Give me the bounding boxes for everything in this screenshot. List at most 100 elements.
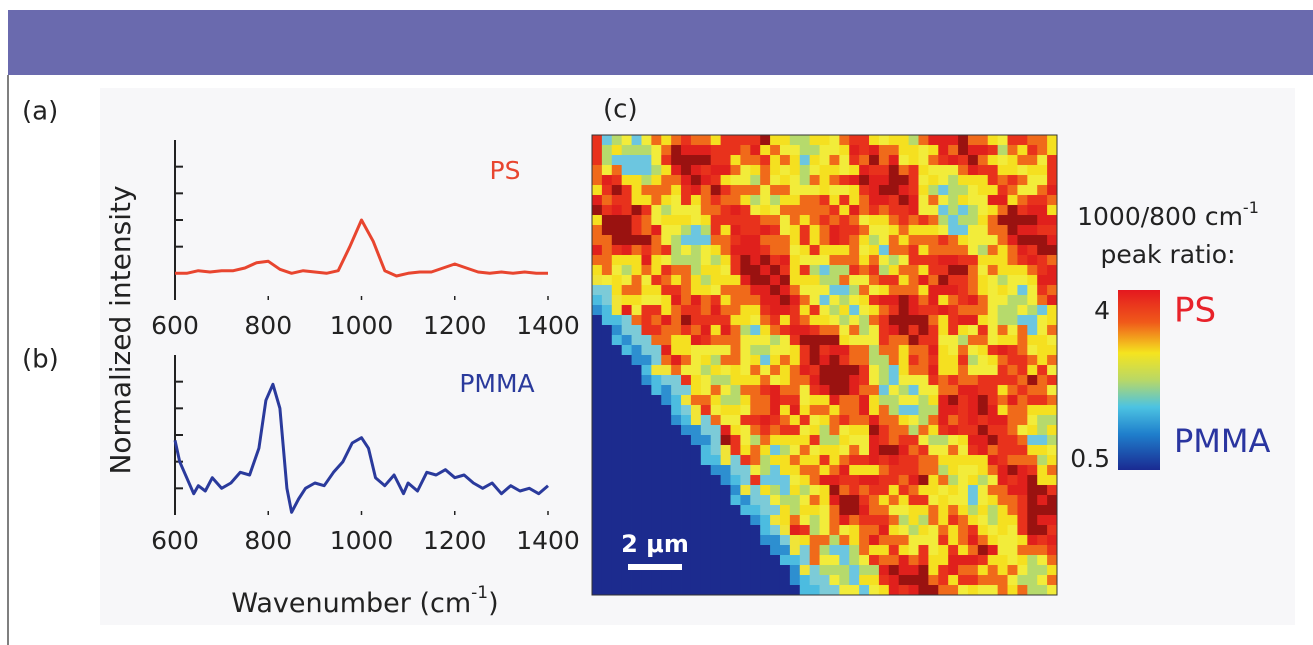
map-cell	[987, 375, 999, 386]
map-cell	[809, 515, 820, 526]
map-cell	[631, 175, 642, 186]
map-cell	[592, 315, 603, 326]
map-cell	[720, 265, 731, 276]
map-cell	[888, 535, 900, 546]
map-cell	[839, 175, 850, 186]
map-cell	[1017, 245, 1028, 256]
map-cell	[700, 415, 712, 426]
map-cell	[730, 395, 741, 406]
map-cell	[948, 385, 959, 396]
map-cell	[997, 305, 1008, 316]
map-cell	[938, 455, 949, 466]
map-cell	[908, 185, 919, 196]
map-cell	[908, 305, 919, 316]
map-cell	[1047, 395, 1058, 406]
map-cell	[1007, 385, 1018, 396]
map-cell	[948, 155, 959, 166]
map-cell	[700, 575, 712, 586]
map-cell	[730, 505, 741, 516]
map-cell	[681, 415, 692, 426]
map-cell	[997, 515, 1008, 526]
map-cell	[651, 165, 662, 176]
map-cell	[750, 495, 761, 506]
map-cell	[829, 335, 840, 346]
map-cell	[1007, 255, 1018, 266]
x-tick-label: 1000	[330, 311, 394, 340]
map-cell	[651, 485, 662, 496]
map-cell	[671, 205, 682, 216]
map-cell	[611, 575, 623, 586]
map-cell	[730, 365, 741, 376]
map-cell	[1007, 485, 1018, 496]
map-cell	[720, 275, 731, 286]
map-cell	[958, 265, 969, 276]
map-cell	[967, 235, 979, 246]
map-cell	[849, 455, 860, 466]
map-cell	[898, 235, 909, 246]
map-cell	[819, 425, 830, 436]
map-cell	[1047, 325, 1058, 336]
map-cell	[839, 305, 850, 316]
map-cell	[760, 285, 771, 296]
map-cell	[1047, 365, 1058, 376]
map-cell	[819, 555, 830, 566]
map-cell	[710, 485, 722, 496]
map-cell	[977, 265, 989, 276]
map-cell	[1027, 435, 1038, 446]
map-cell	[770, 245, 781, 256]
map-cell	[621, 265, 632, 276]
map-cell	[661, 305, 672, 316]
map-cell	[958, 225, 969, 236]
map-cell	[829, 355, 840, 366]
map-cell	[671, 515, 682, 526]
map-cell	[849, 215, 860, 226]
map-cell	[1037, 385, 1048, 396]
map-cell	[690, 215, 702, 226]
map-cell	[938, 185, 949, 196]
map-cell	[651, 545, 662, 556]
map-cell	[829, 435, 840, 446]
map-cell	[641, 345, 652, 356]
map-cell	[977, 495, 989, 506]
map-cell	[958, 255, 969, 266]
map-cell	[681, 355, 692, 366]
map-cell	[859, 235, 870, 246]
map-cell	[938, 505, 949, 516]
map-cell	[829, 405, 840, 416]
map-cell	[948, 275, 959, 286]
map-cell	[789, 315, 801, 326]
map-cell	[681, 495, 692, 506]
map-cell	[819, 485, 830, 496]
map-cell	[888, 385, 900, 396]
map-cell	[700, 405, 712, 416]
map-cell	[710, 295, 722, 306]
map-cell	[829, 555, 840, 566]
map-cell	[908, 395, 919, 406]
map-cell	[1037, 435, 1048, 446]
map-cell	[760, 315, 771, 326]
map-cell	[770, 205, 781, 216]
map-cell	[641, 335, 652, 346]
map-cell	[592, 585, 603, 596]
map-cell	[601, 295, 613, 306]
map-cell	[681, 565, 692, 576]
map-cell	[621, 575, 632, 586]
map-cell	[661, 165, 672, 176]
map-cell	[631, 395, 642, 406]
map-cell	[789, 345, 801, 356]
map-cell	[779, 535, 791, 546]
map-cell	[878, 145, 890, 156]
map-cell	[631, 585, 642, 596]
map-cell	[958, 575, 969, 586]
map-cell	[958, 185, 969, 196]
map-cell	[1007, 275, 1018, 286]
map-cell	[977, 575, 989, 586]
map-cell	[948, 345, 959, 356]
map-cell	[710, 525, 722, 536]
map-cell	[819, 275, 830, 286]
map-cell	[651, 325, 662, 336]
map-cell	[938, 415, 949, 426]
map-cell	[839, 515, 850, 526]
map-cell	[948, 455, 959, 466]
map-cell	[671, 325, 682, 336]
